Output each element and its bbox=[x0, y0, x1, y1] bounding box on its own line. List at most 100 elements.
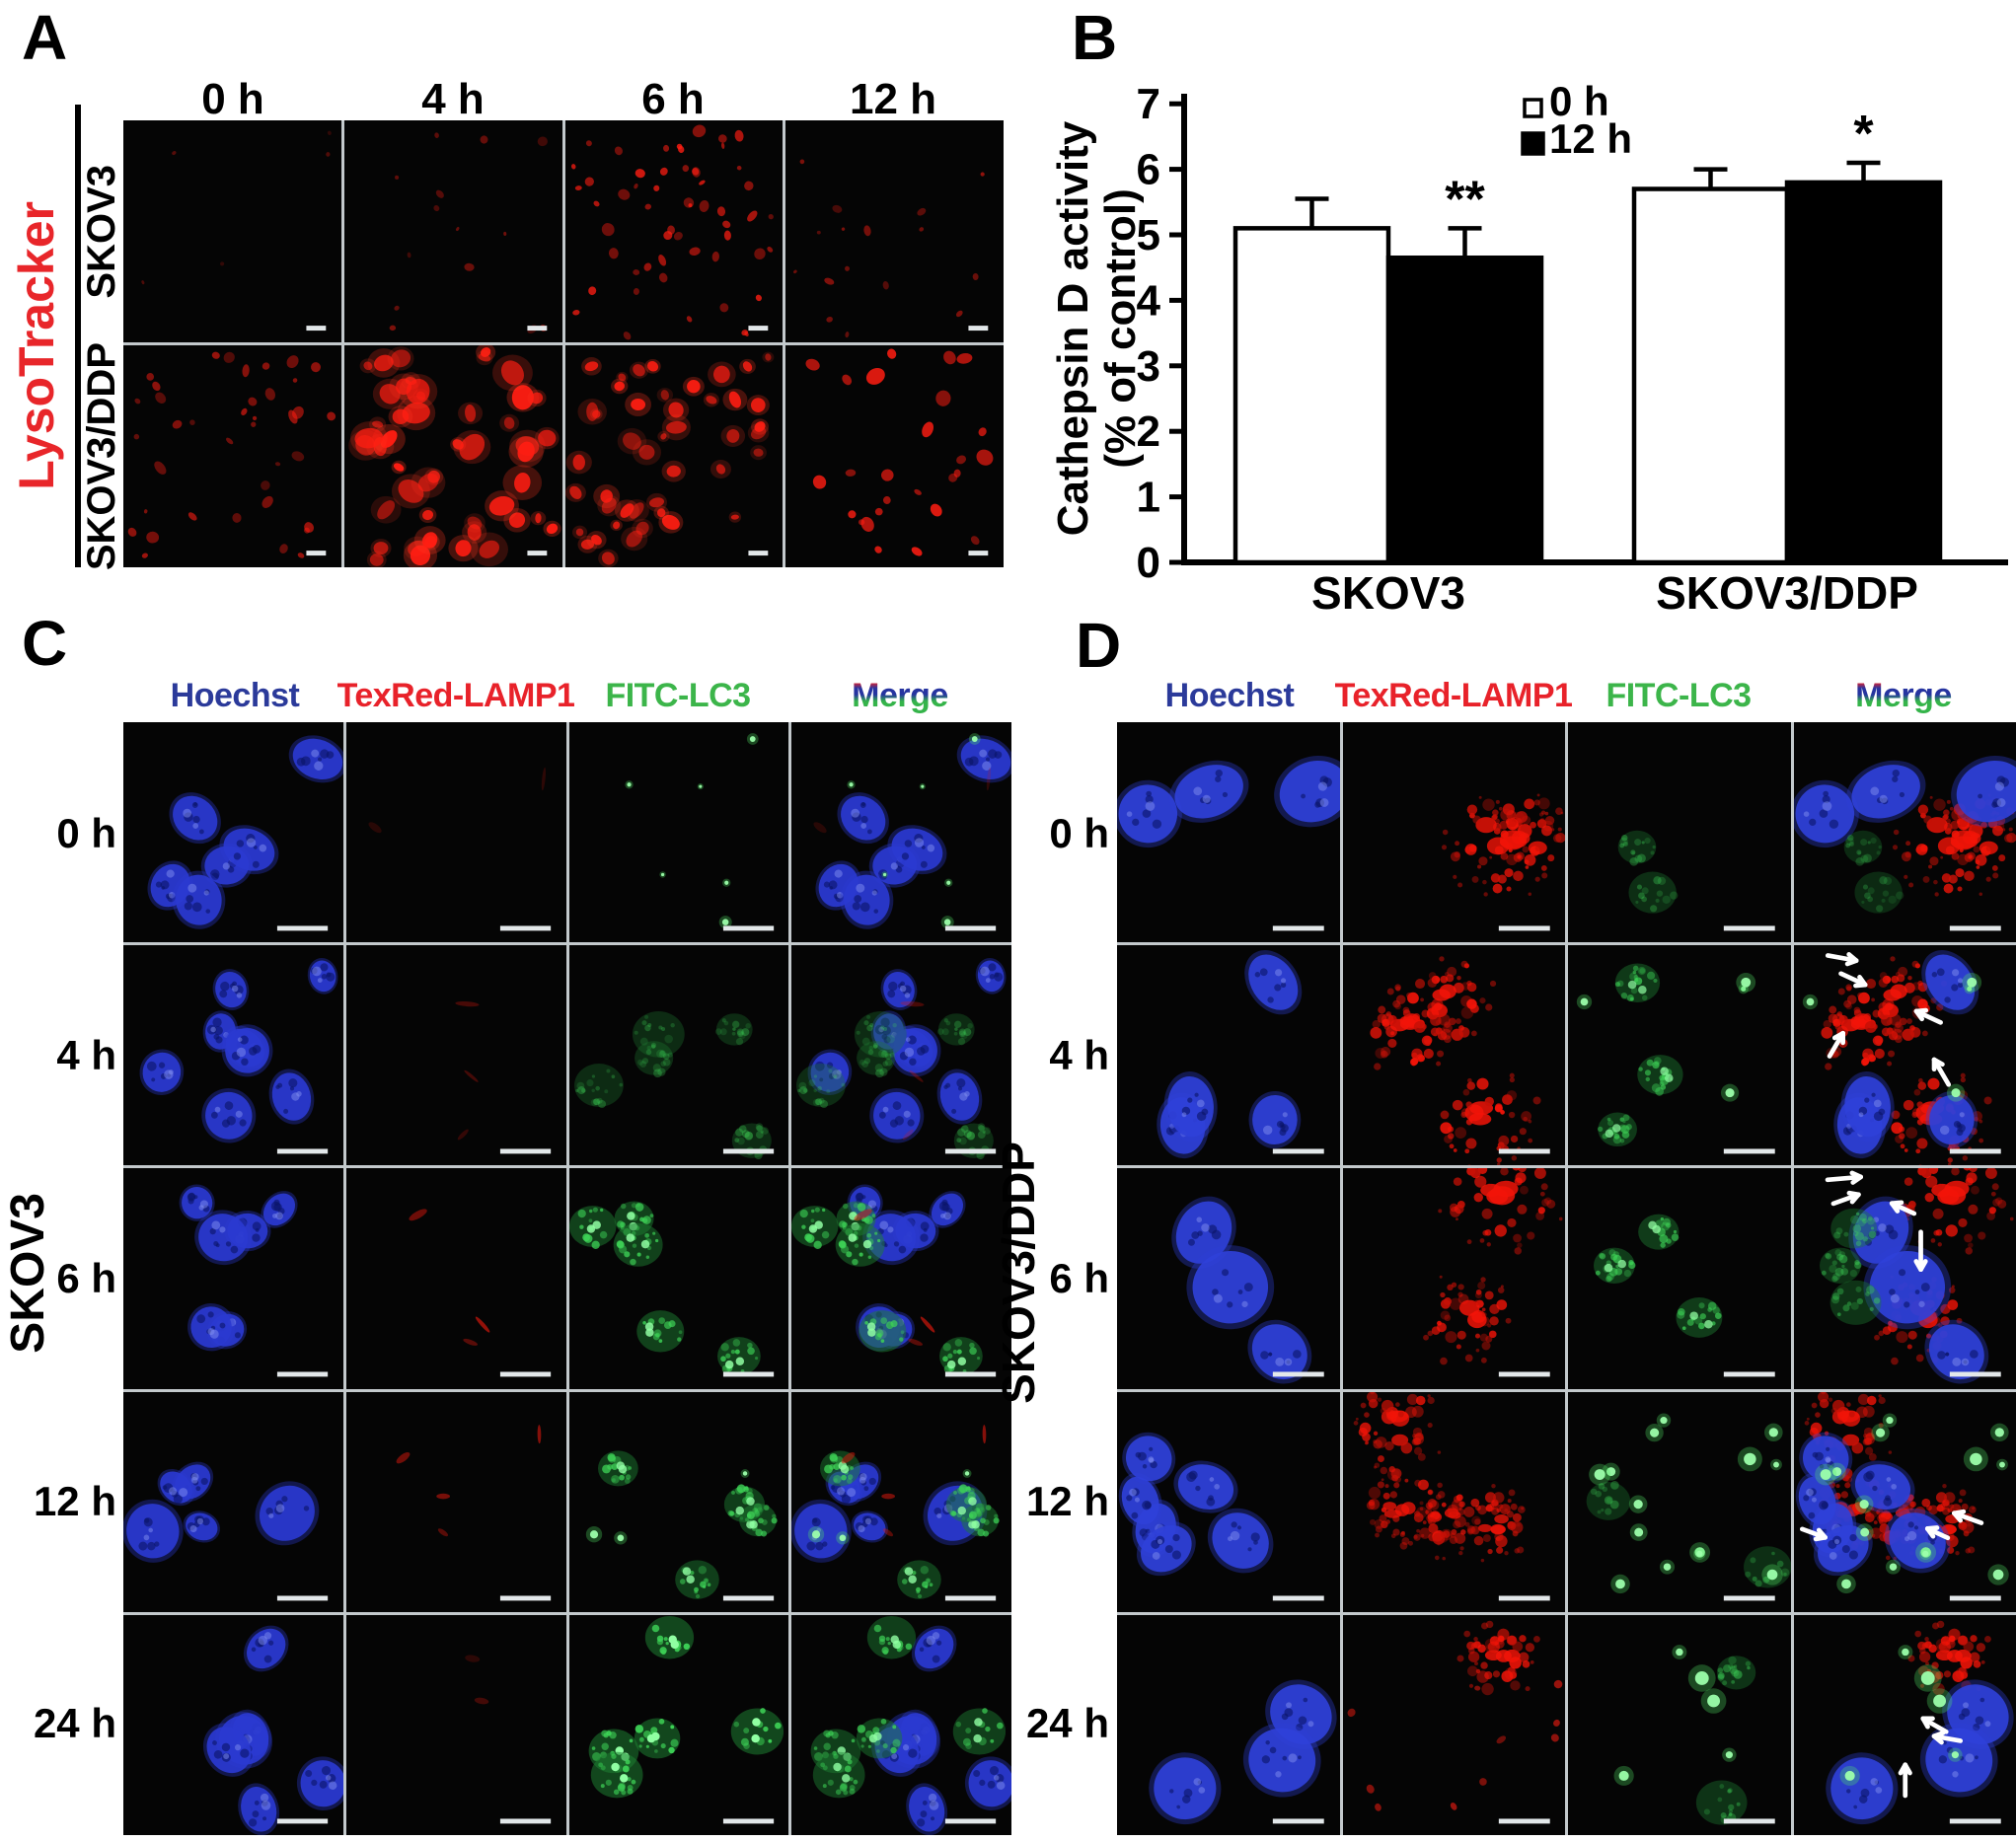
lamp1-punctum bbox=[1427, 1489, 1433, 1495]
lysotracker-dot bbox=[644, 203, 651, 210]
nucleus-speckle bbox=[321, 1765, 332, 1775]
lamp1-faint bbox=[436, 1493, 450, 1499]
nucleus bbox=[1845, 760, 1925, 823]
lysotracker-dot bbox=[883, 495, 891, 504]
lc3-punctum bbox=[591, 1074, 595, 1078]
lamp1-punctum bbox=[1459, 1112, 1467, 1119]
lamp1-punctum bbox=[1470, 1525, 1480, 1535]
scale-bar bbox=[1723, 1148, 1775, 1154]
lysotracker-dot bbox=[753, 248, 766, 260]
lc3-punctum bbox=[1783, 1572, 1787, 1576]
nucleus-speckle bbox=[158, 1062, 166, 1068]
lamp1-scatter bbox=[1971, 1506, 1975, 1510]
nucleus-speckle bbox=[191, 902, 202, 913]
lamp1-punctum bbox=[1440, 1299, 1451, 1310]
nucleus-speckle bbox=[1884, 1494, 1891, 1501]
lysotracker-dot bbox=[223, 351, 235, 363]
nucleus-speckle bbox=[1212, 1289, 1219, 1296]
lysotracker-dot bbox=[154, 461, 167, 475]
lamp1-punctum bbox=[1378, 1513, 1386, 1522]
pointer-arrow bbox=[1931, 1057, 1951, 1087]
lamp1-punctum bbox=[1384, 1011, 1391, 1017]
lc3-punctum bbox=[982, 1707, 989, 1714]
lc3-punctum bbox=[1895, 891, 1904, 900]
lysotracker-dot bbox=[845, 265, 851, 271]
lamp1-punctum bbox=[1904, 1148, 1908, 1153]
lamp1-punctum bbox=[1976, 1661, 1980, 1666]
lamp1-scatter bbox=[1870, 1507, 1874, 1510]
nucleus-speckle bbox=[1227, 1301, 1233, 1308]
lc3-punctum bbox=[852, 1259, 859, 1266]
panel-c-cell-r2c2 bbox=[568, 1168, 789, 1389]
lysotracker-dot bbox=[848, 510, 857, 519]
nucleus-speckle bbox=[275, 1084, 280, 1090]
lc3-punctum bbox=[760, 1130, 764, 1134]
scale-bar bbox=[1498, 1148, 1550, 1154]
lc3-punctum bbox=[646, 1023, 651, 1028]
nucleus-speckle bbox=[920, 1221, 930, 1231]
lc3-punctum bbox=[957, 1486, 966, 1495]
lc3-bright-punctum bbox=[1660, 1067, 1669, 1076]
lc3-punctum bbox=[889, 1052, 896, 1058]
lamp1-scatter bbox=[1437, 1449, 1441, 1454]
lc3-punctum bbox=[723, 1020, 728, 1026]
nucleus bbox=[1149, 1752, 1222, 1824]
lc3-punctum bbox=[771, 1513, 776, 1518]
nucleus-body bbox=[854, 1512, 886, 1540]
scale-bar bbox=[1272, 925, 1324, 931]
lamp1-punctum bbox=[1819, 1398, 1829, 1408]
lysotracker-dot bbox=[813, 475, 827, 489]
lc3-punctum bbox=[720, 1343, 729, 1352]
lc3-punctum bbox=[874, 1064, 884, 1072]
nucleus-speckle bbox=[184, 902, 192, 911]
lysotracker-dot bbox=[817, 230, 822, 235]
nucleus-highlight bbox=[837, 891, 844, 899]
lc3-punctum bbox=[1653, 876, 1662, 885]
lc3-punctum bbox=[599, 1209, 603, 1213]
panel-a-micrograph bbox=[570, 124, 774, 340]
lysotracker-dot bbox=[585, 140, 592, 147]
lamp1-scatter bbox=[1935, 1003, 1943, 1011]
panel-d-cell-r0c1 bbox=[1342, 722, 1565, 943]
lamp1-blob bbox=[1468, 1113, 1491, 1126]
nucleus-speckle bbox=[1247, 1546, 1252, 1551]
panel-a-row1-wrap: SKOV3 bbox=[80, 120, 123, 343]
lysotracker-dot bbox=[657, 255, 666, 266]
lysotracker-dot bbox=[632, 269, 639, 275]
nucleus-speckle bbox=[1261, 1754, 1270, 1764]
lamp1-punctum bbox=[1505, 853, 1518, 866]
lc3-punctum bbox=[900, 1330, 905, 1335]
lc3-punctum bbox=[1858, 1214, 1867, 1222]
lamp1-punctum bbox=[1814, 1411, 1821, 1418]
lysotracker-dot bbox=[593, 200, 600, 207]
lc3-punctum bbox=[814, 1751, 824, 1761]
lamp1-punctum bbox=[1464, 1101, 1472, 1108]
lc3-bright-punctum bbox=[837, 1746, 847, 1755]
nucleus bbox=[1168, 760, 1249, 823]
nucleus-highlight bbox=[261, 1800, 271, 1810]
lc3-punctum bbox=[736, 1028, 744, 1036]
lc3-punctum bbox=[859, 1059, 866, 1066]
lamp1-punctum bbox=[1377, 1454, 1384, 1462]
lc3-punctum bbox=[1612, 1251, 1620, 1258]
lamp1-punctum bbox=[1449, 1207, 1460, 1218]
lamp1-punctum bbox=[1901, 851, 1911, 862]
nucleus-speckle bbox=[1274, 984, 1282, 992]
lc3-punctum bbox=[882, 1061, 889, 1068]
scale-bar bbox=[1723, 925, 1775, 931]
scale-bar bbox=[722, 1818, 774, 1824]
nucleus-highlight bbox=[1961, 1359, 1969, 1366]
lc3-dot bbox=[1649, 1428, 1660, 1437]
lc3-punctum bbox=[631, 1203, 636, 1209]
lc3-dot bbox=[1725, 1750, 1733, 1759]
lamp1-scatter bbox=[1513, 1547, 1520, 1554]
nucleus-speckle bbox=[1297, 1755, 1302, 1759]
lc3-punctum bbox=[1610, 1254, 1618, 1262]
lamp1-scatter bbox=[1400, 1536, 1409, 1545]
lc3-bright-punctum bbox=[867, 1322, 876, 1332]
lamp1-punctum bbox=[1924, 1660, 1929, 1665]
panel-d-cell-r1c3 bbox=[1793, 945, 2016, 1166]
lc3-punctum bbox=[830, 1454, 839, 1463]
lamp1-scatter bbox=[1488, 855, 1492, 859]
lysotracker-dot bbox=[698, 180, 706, 185]
